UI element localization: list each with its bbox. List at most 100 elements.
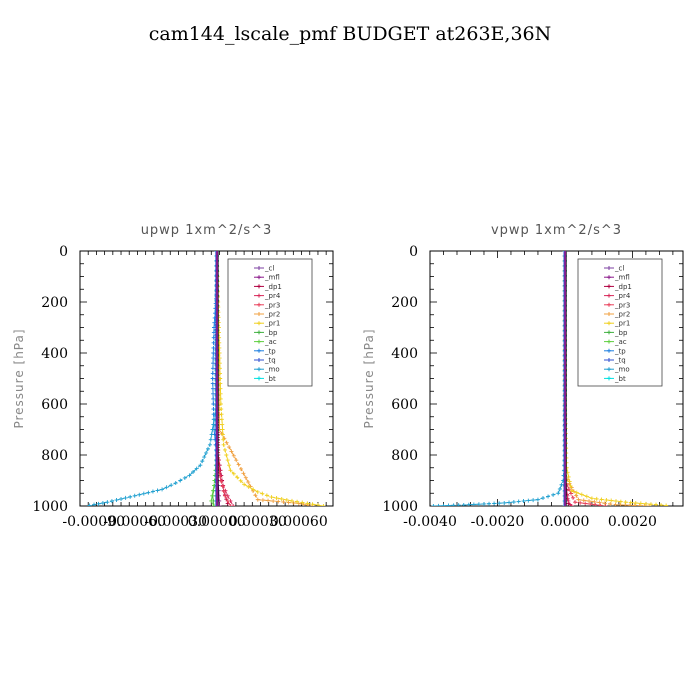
series-point (231, 504, 236, 506)
legend-box (577, 258, 663, 387)
series-point (210, 381, 215, 386)
series-point (557, 487, 562, 491)
series-point (218, 381, 223, 386)
legend-marker (257, 321, 261, 326)
series-point (441, 503, 446, 506)
series-point (211, 361, 216, 366)
series-point (260, 491, 265, 496)
series-point (568, 484, 573, 489)
series-point (584, 494, 589, 499)
legend-label: _bt (614, 375, 626, 383)
series-point (218, 386, 223, 391)
series-point (271, 499, 276, 504)
series-point (212, 504, 217, 506)
figure-title: cam144_lscale_pmf BUDGET at263E,36N (149, 23, 552, 45)
legend-marker (257, 339, 261, 344)
series-point (173, 481, 178, 486)
series-point (456, 503, 461, 506)
series-point (648, 502, 653, 506)
series-point (623, 503, 628, 506)
series-point (242, 482, 247, 487)
series-point (310, 502, 315, 506)
series-point (603, 504, 608, 506)
legend-label: _ac (614, 338, 627, 346)
legend-label: _mfl (614, 274, 630, 282)
series-point (291, 500, 296, 505)
series-point (633, 501, 638, 506)
series-point (231, 471, 236, 476)
chart-panel-1: upwp 1xm^2/s^3 Pressure [hPa] 0 200 400 600 80… (12, 223, 334, 530)
series-point (239, 466, 244, 471)
legend-label: _pr3 (264, 301, 280, 309)
series-point (228, 504, 233, 506)
legend-label: _bp (614, 329, 628, 337)
legend-marker (607, 284, 611, 289)
series-point (236, 462, 241, 467)
series-point (492, 501, 497, 506)
y-tick-label: 400 (41, 346, 68, 362)
legend-label: _bt (264, 375, 276, 383)
legend-label: _tp (264, 347, 276, 355)
legend-box (227, 258, 313, 387)
series-point (224, 440, 229, 445)
y-tick-label: 600 (41, 397, 68, 413)
series-point (146, 490, 151, 495)
series-point (511, 499, 516, 504)
legend-label: _pr1 (614, 320, 630, 328)
legend-marker (257, 293, 261, 298)
legend-marker (257, 284, 261, 289)
series-point (579, 492, 584, 497)
legend-marker (257, 358, 261, 362)
series-point (210, 493, 215, 498)
series-point (583, 501, 588, 506)
series-point (219, 412, 224, 417)
series-point (300, 500, 305, 505)
series-point (602, 501, 607, 506)
series-point (210, 371, 215, 376)
y-tick-label: 0 (409, 244, 418, 260)
series-point (221, 437, 226, 442)
legend: _cl_mfl_dp1_pr4_pr3_pr2_pr1_bp_ac_tp_tq_… (577, 258, 663, 387)
legend-marker (607, 266, 611, 270)
legend-marker (257, 312, 261, 316)
series-point (446, 503, 451, 506)
legend-marker (607, 293, 611, 298)
series-point (255, 497, 260, 502)
series-point (594, 496, 599, 501)
legend-marker (607, 275, 611, 280)
series-point (628, 500, 633, 505)
series-point (209, 432, 214, 437)
series-point (194, 466, 199, 471)
x-tick-label: 0.00030 (229, 514, 287, 530)
legend-marker (257, 376, 261, 381)
legend-marker (607, 339, 611, 344)
series-point (222, 493, 227, 498)
series-point (502, 500, 507, 505)
series-point (284, 497, 289, 502)
y-axis-label: Pressure [hPa] (12, 328, 26, 428)
series-point (210, 376, 215, 381)
legend-marker (257, 302, 261, 307)
series-point (220, 427, 225, 432)
series-point (221, 489, 226, 494)
series-point (137, 492, 142, 497)
series-point (573, 500, 578, 505)
series-point (578, 500, 583, 505)
series-point (229, 449, 234, 454)
series-point (598, 503, 603, 506)
series-point (521, 499, 526, 504)
series-point (182, 475, 187, 480)
x-tick-label: -0.00090 (62, 514, 125, 530)
legend-label: _pr3 (614, 301, 630, 309)
series-point (614, 499, 619, 504)
series-point (659, 503, 664, 506)
series-point (305, 501, 310, 506)
series-point (150, 489, 155, 494)
x-tick-label: -0.00060 (103, 514, 166, 530)
legend-marker (607, 358, 611, 362)
legend-label: _cl (614, 265, 624, 273)
legend-label: _bp (264, 329, 278, 337)
series-point (609, 498, 614, 503)
y-tick-label: 1000 (32, 499, 68, 515)
series-point (227, 445, 232, 450)
